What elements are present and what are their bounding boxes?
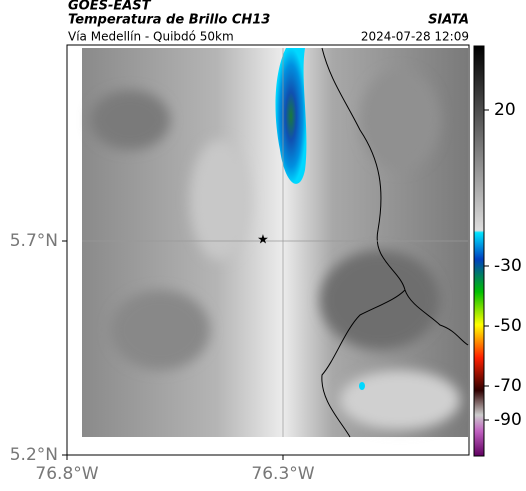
colorbar xyxy=(473,45,485,457)
colorbar-tick-label: -30 xyxy=(494,256,522,276)
coastline xyxy=(321,47,469,438)
colorbar-tick-label: 20 xyxy=(494,100,516,120)
colorbar-tick-label: -50 xyxy=(494,316,522,336)
subtitle: Vía Medellín - Quibdó 50km xyxy=(68,30,234,44)
title: GOES-EAST xyxy=(68,0,152,14)
location-marker: ★ xyxy=(257,233,269,248)
y-tick-label: 5.7°N xyxy=(10,231,58,251)
x-tick-label: 76.8°W xyxy=(35,464,98,484)
y-tick-label: 5.2°N xyxy=(10,445,58,465)
product: Temperatura de Brillo CH13 xyxy=(68,13,270,28)
cloud-cell xyxy=(359,382,365,390)
datetime: 2024-07-28 12:09 xyxy=(361,30,469,44)
colorbar-tick-label: -70 xyxy=(494,376,522,396)
texture xyxy=(90,70,460,430)
colorbar-tick-label: -90 xyxy=(494,410,522,430)
source: SIATA xyxy=(428,13,469,28)
x-tick-label: 76.3°W xyxy=(251,464,314,484)
